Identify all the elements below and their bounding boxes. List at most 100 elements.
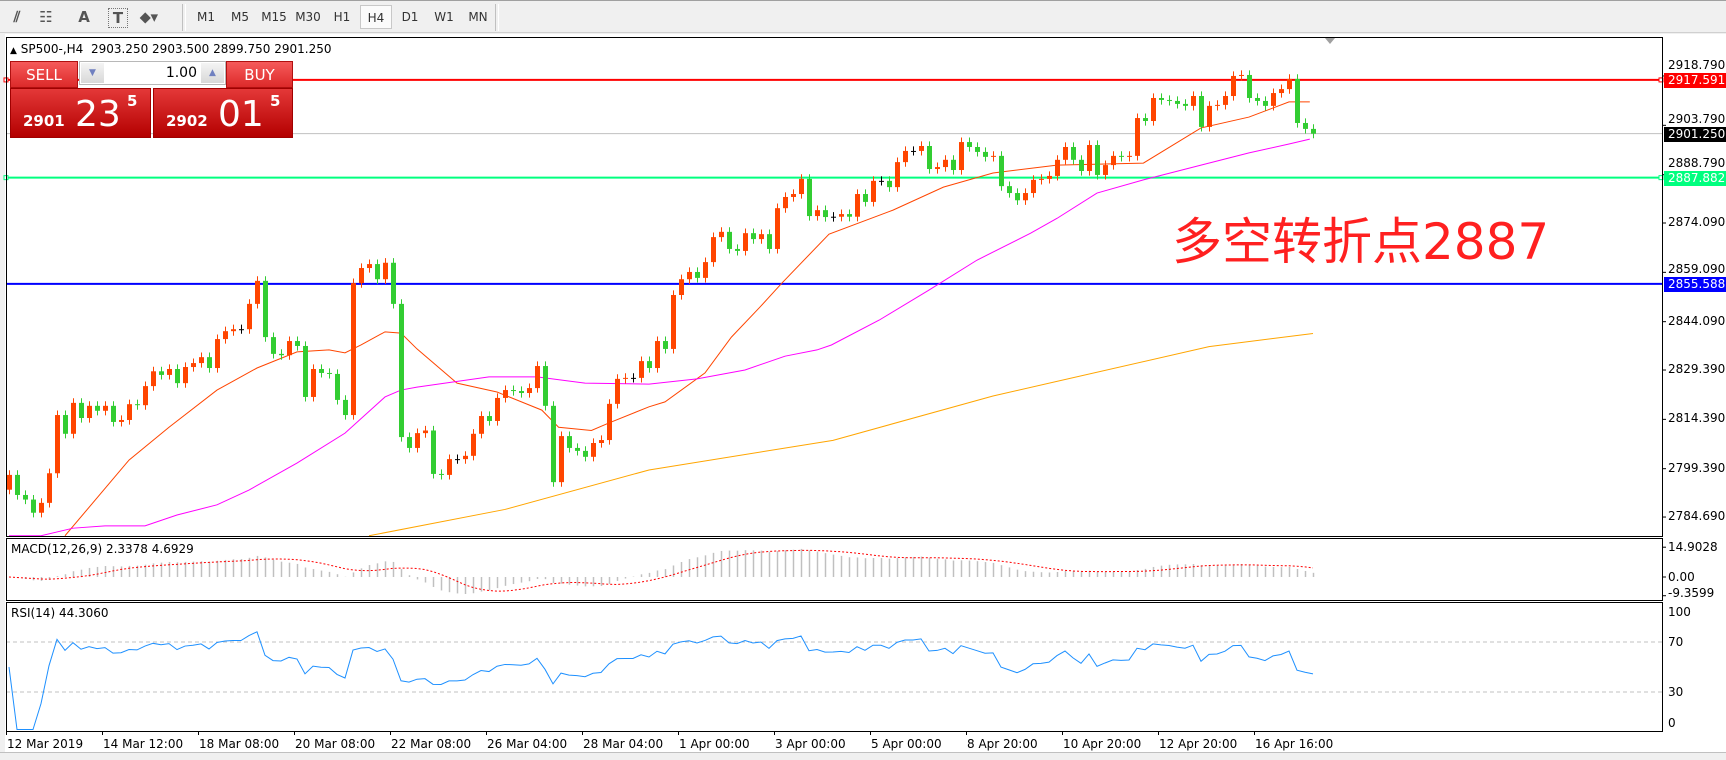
time-label: 12 Mar 2019 xyxy=(7,737,84,751)
candle-body xyxy=(1143,118,1148,122)
candle xyxy=(783,192,788,213)
candle xyxy=(1311,124,1316,139)
candle-body xyxy=(103,405,108,411)
candle xyxy=(607,399,612,445)
sell-price-prefix: 2901 xyxy=(23,112,65,130)
symbol-label: SP500-,H4 xyxy=(20,42,84,56)
candle-body xyxy=(87,405,92,419)
price-tag-bid: 2901.250 xyxy=(1664,126,1726,142)
candle xyxy=(591,438,596,462)
timeframe-m1-button[interactable]: M1 xyxy=(197,10,215,24)
candle-body xyxy=(615,378,620,404)
timeframe-m30-button[interactable]: M30 xyxy=(295,10,321,24)
chart-header: ▲ SP500-,H4 2903.250 2903.500 2899.750 2… xyxy=(10,42,332,58)
timeframe-h4-button[interactable]: H4 xyxy=(360,5,392,29)
lot-increase-button[interactable]: ▲ xyxy=(201,63,224,83)
candle xyxy=(703,257,708,283)
candle xyxy=(1215,100,1220,111)
candle xyxy=(255,276,260,309)
candle xyxy=(1087,140,1092,176)
candle xyxy=(1175,96,1180,109)
macd-panel-border xyxy=(6,538,1663,601)
candle-body xyxy=(567,436,572,448)
candle xyxy=(831,212,836,222)
candle-body xyxy=(231,329,236,332)
timeframe-h1-button[interactable]: H1 xyxy=(333,10,351,24)
candle-body xyxy=(791,194,796,197)
candle-body xyxy=(623,377,628,379)
price-tick-label: 2844.090 xyxy=(1668,313,1726,328)
candle xyxy=(967,137,972,152)
lot-decrease-button[interactable]: ▼ xyxy=(81,63,104,83)
candle-body xyxy=(1119,155,1124,157)
time-label: 3 Apr 00:00 xyxy=(775,737,846,751)
timeframe-d1-button[interactable]: D1 xyxy=(401,10,419,24)
candle-body xyxy=(591,443,596,457)
time-label: 26 Mar 04:00 xyxy=(487,737,568,751)
candle-body xyxy=(1215,104,1220,106)
candle xyxy=(1039,174,1044,185)
candle xyxy=(775,203,780,254)
arrows-icon[interactable]: ⬥▾ xyxy=(139,8,159,26)
candle-body xyxy=(543,366,548,406)
candle xyxy=(567,431,572,453)
candle xyxy=(63,410,68,439)
candle-body xyxy=(1295,78,1300,123)
candle-body xyxy=(983,151,988,157)
candle-body xyxy=(991,155,996,157)
candle xyxy=(231,324,236,336)
candle-body xyxy=(455,459,460,461)
candle xyxy=(1095,140,1100,180)
candle-body xyxy=(279,353,284,356)
chart-tabs-bar[interactable] xyxy=(0,752,1726,760)
candle-body xyxy=(1015,193,1020,201)
lot-input[interactable]: 1.00 xyxy=(165,65,197,81)
candle xyxy=(1223,91,1228,110)
timeframe-w1-button[interactable]: W1 xyxy=(434,10,454,24)
candle-body xyxy=(447,459,452,475)
candle xyxy=(631,373,636,383)
candle-body xyxy=(351,283,356,416)
text-icon[interactable]: A xyxy=(78,8,90,26)
candle xyxy=(799,174,804,199)
rsi-tick-label: 70 xyxy=(1668,635,1684,649)
candle-body xyxy=(95,405,100,411)
timeframe-mn-button[interactable]: MN xyxy=(468,10,488,24)
buy-button[interactable]: BUY xyxy=(226,61,293,88)
candle-body xyxy=(191,363,196,368)
rsi-tick-label: 0 xyxy=(1668,716,1676,730)
candle xyxy=(767,229,772,254)
time-label: 5 Apr 00:00 xyxy=(871,737,942,751)
candle-body xyxy=(943,159,948,168)
chart-shift-marker-icon[interactable] xyxy=(1325,38,1335,44)
equidistant-channel-icon[interactable]: ⫽ xyxy=(13,8,21,26)
candle xyxy=(935,162,940,174)
collapse-triangle-icon[interactable]: ▲ xyxy=(10,46,17,56)
fibonacci-icon[interactable]: ☷ xyxy=(39,8,53,26)
toolbar-separator xyxy=(495,4,499,31)
candle xyxy=(999,151,1004,191)
candle xyxy=(127,399,132,425)
candle xyxy=(327,368,332,379)
timeframe-m5-button[interactable]: M5 xyxy=(231,10,249,24)
candle-body xyxy=(631,377,636,379)
candle-body xyxy=(1247,74,1252,98)
text-label-icon[interactable]: T xyxy=(108,8,128,28)
chart-annotation-text[interactable]: 多空转折点2887 xyxy=(1172,213,1550,271)
candle-body xyxy=(727,231,732,249)
candle-body xyxy=(1271,93,1276,106)
candle-body xyxy=(167,368,172,375)
candle xyxy=(711,232,716,267)
one-click-trading-panel: SELL ▼ 1.00 ▲ BUY 2901 23 5 2902 01 5 xyxy=(10,61,293,138)
candle-body xyxy=(1071,146,1076,160)
buy-price-button[interactable]: 2902 01 5 xyxy=(153,88,293,138)
sell-button[interactable]: SELL xyxy=(10,61,78,88)
sell-price-button[interactable]: 2901 23 5 xyxy=(10,88,151,138)
candle xyxy=(479,411,484,439)
candle xyxy=(383,258,388,284)
timeframe-m15-button[interactable]: M15 xyxy=(261,10,287,24)
candle-body xyxy=(407,437,412,448)
candle xyxy=(983,147,988,162)
candle-body xyxy=(1303,122,1308,129)
